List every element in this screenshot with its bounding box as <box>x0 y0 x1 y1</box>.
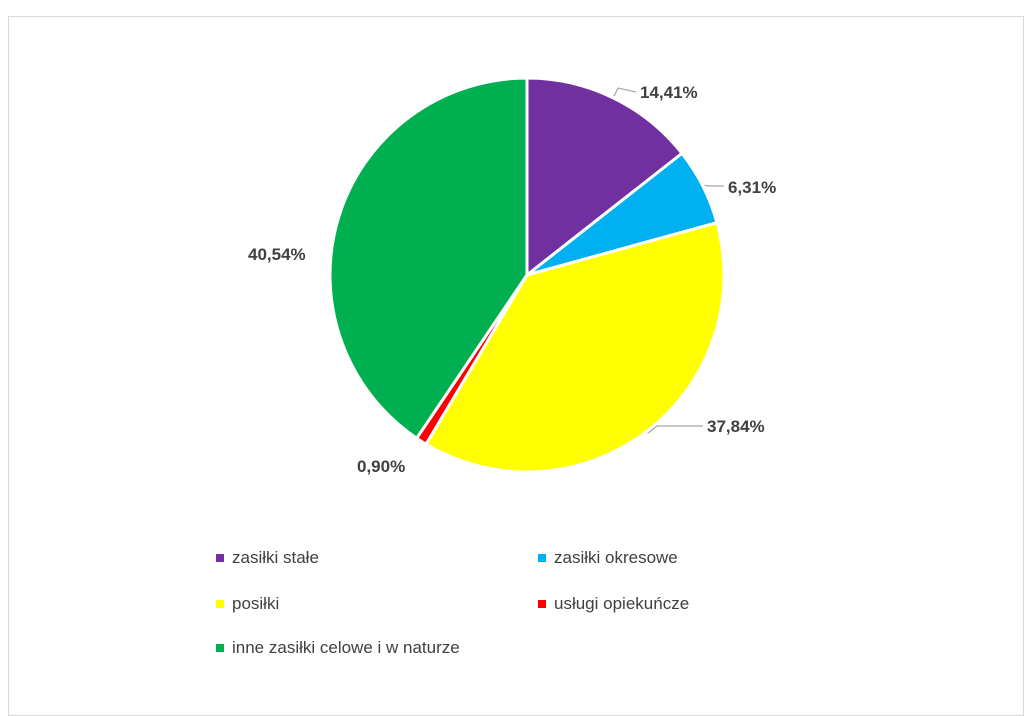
legend-label-posilki: posiłki <box>232 594 280 613</box>
data-label-inne-zasilki: 40,54% <box>248 245 306 264</box>
leader-line-zasilki-okresowe <box>704 184 724 187</box>
legend-swatch-inne-zasilki <box>216 644 224 652</box>
legend-swatch-posilki <box>216 600 224 608</box>
legend-swatch-uslugi-opiekuncze <box>538 600 546 608</box>
legend-label-uslugi-opiekuncze: usługi opiekuńcze <box>554 594 690 613</box>
legend-item-inne-zasilki: inne zasiłki celowe i w naturze <box>216 638 460 658</box>
legend-item-uslugi-opiekuncze: usługi opiekuńcze <box>538 594 689 614</box>
data-label-zasilki-stale: 14,41% <box>640 83 698 102</box>
legend-item-posilki: posiłki <box>216 594 279 614</box>
leader-line-zasilki-stale <box>613 87 637 97</box>
legend-label-inne-zasilki: inne zasiłki celowe i w naturze <box>232 638 460 657</box>
pie-slice-inne-zasilki <box>328 76 529 440</box>
legend-item-zasilki-okresowe: zasiłki okresowe <box>538 548 678 568</box>
data-label-posilki: 37,84% <box>707 417 765 436</box>
leader-line-posilki <box>647 425 703 434</box>
legend-swatch-zasilki-okresowe <box>538 554 546 562</box>
data-label-uslugi-opiekuncze: 0,90% <box>357 457 405 476</box>
pie-chart: 14,41% 6,31% 37,84% 0,90% 40,54% <box>248 76 776 476</box>
legend-swatch-zasilki-stale <box>216 554 224 562</box>
pie-slice-zasilki-stale <box>525 76 684 277</box>
legend-item-zasilki-stale: zasiłki stałe <box>216 548 319 568</box>
data-label-zasilki-okresowe: 6,31% <box>728 178 776 197</box>
legend-label-zasilki-okresowe: zasiłki okresowe <box>554 548 678 567</box>
legend-label-zasilki-stale: zasiłki stałe <box>232 548 319 567</box>
pie-slice-posilki <box>424 221 726 474</box>
